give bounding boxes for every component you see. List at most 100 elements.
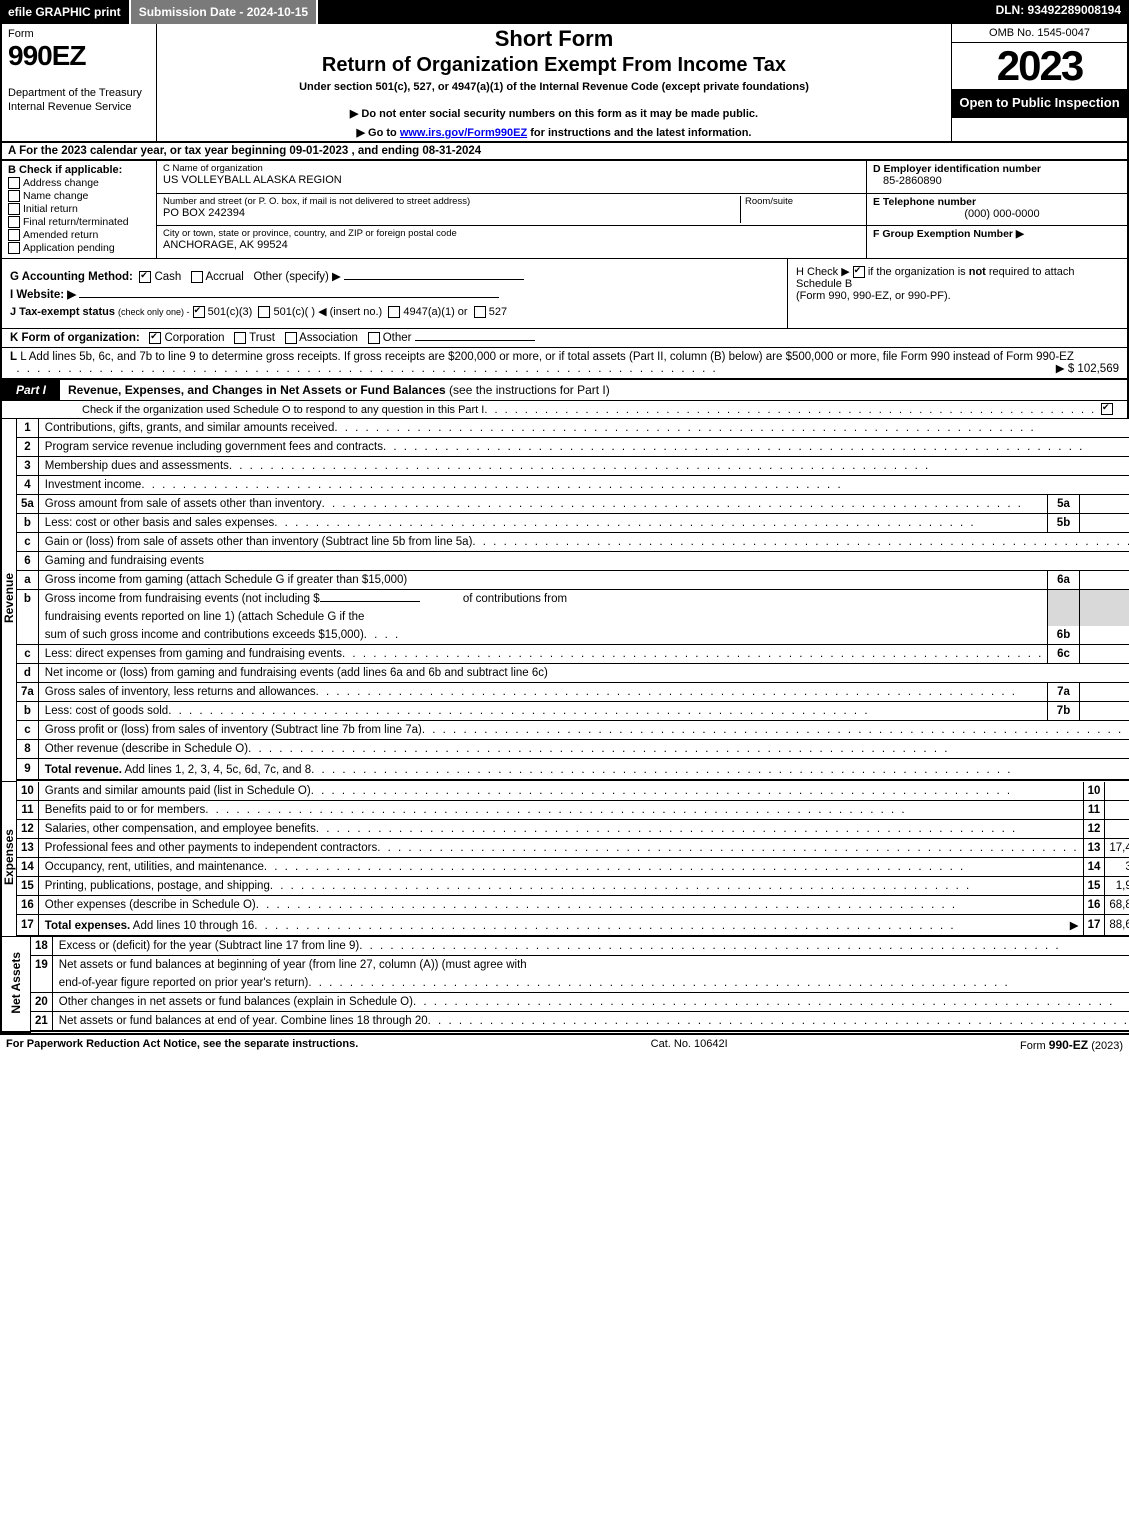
table-row: end-of-year figure reported on prior yea… — [31, 974, 1129, 993]
form-number: 990EZ — [8, 40, 150, 72]
chk-initial-return[interactable]: Initial return — [8, 203, 150, 215]
header-right: OMB No. 1545-0047 2023 Open to Public In… — [952, 24, 1127, 141]
chk-schedule-b-not-required[interactable] — [853, 266, 865, 278]
chk-other-org[interactable] — [368, 332, 380, 344]
chk-amended-return[interactable]: Amended return — [8, 229, 150, 241]
org-name-value: US VOLLEYBALL ALASKA REGION — [163, 174, 860, 186]
chk-527[interactable] — [474, 306, 486, 318]
sidebar-expenses: Expenses — [1, 782, 17, 937]
group-exemption-label: F Group Exemption Number ▶ — [873, 228, 1121, 240]
dln-label: DLN: 93492289008194 — [988, 0, 1129, 24]
line-l-amount: ▶ $ 102,569 — [1056, 361, 1119, 375]
chk-trust[interactable] — [234, 332, 246, 344]
table-row: b Less: cost or other basis and sales ex… — [17, 514, 1129, 533]
dept-label: Department of the Treasury Internal Reve… — [8, 86, 150, 115]
street-value: PO BOX 242394 — [163, 207, 740, 219]
chk-corporation[interactable] — [149, 332, 161, 344]
subtitle: Under section 501(c), 527, or 4947(a)(1)… — [163, 81, 945, 93]
city-label: City or town, state or province, country… — [163, 228, 860, 239]
table-row: 14 Occupancy, rent, utilities, and maint… — [17, 857, 1129, 876]
table-row: 16 Other expenses (describe in Schedule … — [17, 895, 1129, 914]
footer-cat: Cat. No. 10642I — [651, 1038, 728, 1052]
title-short-form: Short Form — [163, 26, 945, 52]
chk-cash[interactable] — [139, 271, 151, 283]
chk-accrual[interactable] — [191, 271, 203, 283]
table-row: 18 Excess or (deficit) for the year (Sub… — [31, 937, 1129, 956]
table-row: 15 Printing, publications, postage, and … — [17, 876, 1129, 895]
table-row: c Gross profit or (loss) from sales of i… — [17, 721, 1129, 740]
section-bcdef: B Check if applicable: Address change Na… — [0, 161, 1129, 259]
table-row: a Gross income from gaming (attach Sched… — [17, 571, 1129, 590]
sidebar-revenue: Revenue — [1, 419, 17, 781]
street-label: Number and street (or P. O. box, if mail… — [163, 196, 740, 207]
expenses-wrapper: Expenses 10 Grants and similar amounts p… — [0, 782, 1129, 938]
table-row: b Less: cost of goods sold 7b0 — [17, 702, 1129, 721]
header-left: Form 990EZ Department of the Treasury In… — [2, 24, 157, 141]
chk-schedule-o-part1[interactable] — [1101, 403, 1113, 415]
chk-final-return[interactable]: Final return/terminated — [8, 216, 150, 228]
section-c: C Name of organization US VOLLEYBALL ALA… — [157, 161, 867, 258]
ssn-warning: ▶ Do not enter social security numbers o… — [163, 107, 945, 120]
part1-title: Revenue, Expenses, and Changes in Net As… — [60, 380, 1127, 400]
sidebar-netassets: Net Assets — [1, 937, 31, 1032]
ein-value: 85-2860890 — [873, 175, 1121, 187]
part1-sub: Check if the organization used Schedule … — [0, 401, 1129, 419]
phone-value: (000) 000-0000 — [873, 208, 1121, 220]
section-gh: G Accounting Method: Cash Accrual Other … — [0, 259, 1129, 329]
table-row: 11 Benefits paid to or for members 110 — [17, 800, 1129, 819]
org-name-label: C Name of organization — [163, 163, 860, 174]
efile-print-label[interactable]: efile GRAPHIC print — [0, 0, 131, 24]
table-row: b Gross income from fundraising events (… — [17, 590, 1129, 609]
line-g-accounting: G Accounting Method: Cash Accrual Other … — [10, 269, 779, 283]
table-row: 19 Net assets or fund balances at beginn… — [31, 956, 1129, 975]
table-row: 2 Program service revenue including gove… — [17, 438, 1129, 457]
chk-association[interactable] — [285, 332, 297, 344]
table-row: 6 Gaming and fundraising events — [17, 552, 1129, 571]
table-row: 3 Membership dues and assessments 317,98… — [17, 457, 1129, 476]
title-return: Return of Organization Exempt From Incom… — [163, 54, 945, 77]
footer-form: Form 990-EZ (2023) — [1020, 1038, 1123, 1052]
chk-501c3[interactable] — [193, 306, 205, 318]
part1-table-wrapper: Revenue 1 Contributions, gifts, grants, … — [0, 419, 1129, 782]
netassets-wrapper: Net Assets 18 Excess or (deficit) for th… — [0, 937, 1129, 1033]
footer: For Paperwork Reduction Act Notice, see … — [0, 1033, 1129, 1055]
table-row: sum of such gross income and contributio… — [17, 626, 1129, 645]
chk-application-pending[interactable]: Application pending — [8, 242, 150, 254]
table-row: d Net income or (loss) from gaming and f… — [17, 664, 1129, 683]
footer-left: For Paperwork Reduction Act Notice, see … — [6, 1038, 358, 1052]
top-bar: efile GRAPHIC print Submission Date - 20… — [0, 0, 1129, 24]
table-row: c Gain or (loss) from sale of assets oth… — [17, 533, 1129, 552]
table-row: 21 Net assets or fund balances at end of… — [31, 1012, 1129, 1032]
city-value: ANCHORAGE, AK 99524 — [163, 239, 860, 251]
section-def: D Employer identification number 85-2860… — [867, 161, 1127, 258]
table-row: 20 Other changes in net assets or fund b… — [31, 993, 1129, 1012]
row-a-calendar-year: A For the 2023 calendar year, or tax yea… — [0, 143, 1129, 161]
section-gij: G Accounting Method: Cash Accrual Other … — [2, 259, 787, 328]
form-header: Form 990EZ Department of the Treasury In… — [0, 24, 1129, 143]
table-row: fundraising events reported on line 1) (… — [17, 608, 1129, 626]
ein-label: D Employer identification number — [873, 163, 1121, 175]
line-k-form-of-org: K Form of organization: Corporation Trus… — [0, 329, 1129, 348]
tax-year: 2023 — [952, 43, 1127, 89]
phone-label: E Telephone number — [873, 196, 1121, 208]
table-row: 9 Total revenue. Add lines 1, 2, 3, 4, 5… — [17, 759, 1129, 781]
line-j-tax-exempt: J Tax-exempt status (check only one) - 5… — [10, 305, 779, 318]
room-label: Room/suite — [745, 196, 860, 207]
table-row: 10 Grants and similar amounts paid (list… — [17, 782, 1129, 801]
chk-501c[interactable] — [258, 306, 270, 318]
line-i-website: I Website: ▶ — [10, 287, 779, 301]
table-row: 5a Gross amount from sale of assets othe… — [17, 495, 1129, 514]
form-word: Form — [8, 28, 150, 40]
chk-name-change[interactable]: Name change — [8, 190, 150, 202]
table-row: 4 Investment income 40 — [17, 476, 1129, 495]
goto-note: ▶ Go to www.irs.gov/Form990EZ for instru… — [163, 126, 945, 139]
chk-address-change[interactable]: Address change — [8, 177, 150, 189]
open-to-public: Open to Public Inspection — [952, 89, 1127, 118]
irs-link[interactable]: www.irs.gov/Form990EZ — [400, 127, 527, 139]
table-row: 7a Gross sales of inventory, less return… — [17, 683, 1129, 702]
table-row: 8 Other revenue (describe in Schedule O)… — [17, 740, 1129, 759]
table-row: 17 Total expenses. Add lines 10 through … — [17, 914, 1129, 936]
header-center: Short Form Return of Organization Exempt… — [157, 24, 952, 141]
chk-4947[interactable] — [388, 306, 400, 318]
section-b: B Check if applicable: Address change Na… — [2, 161, 157, 258]
